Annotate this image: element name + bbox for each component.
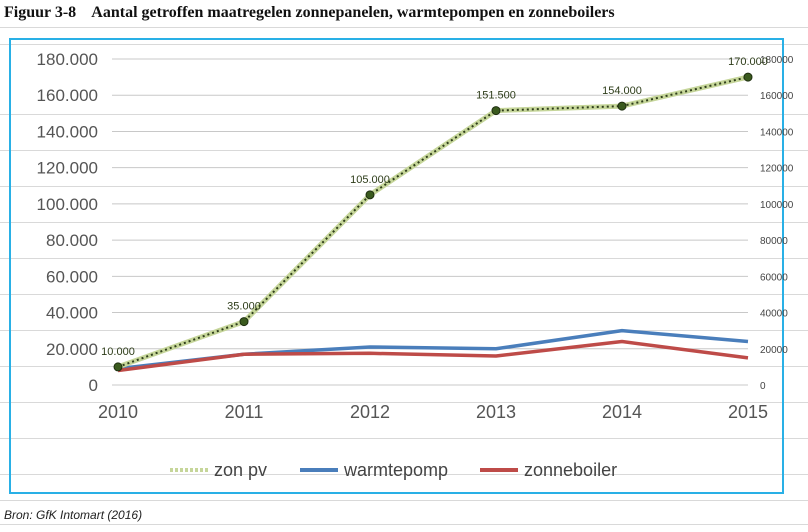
data-point-zon-pv [617,101,627,111]
page-rule-line [0,366,808,367]
y-tick-label-left: 140.000 [37,122,98,141]
data-label-zon-pv: 154.000 [602,85,642,97]
series-line-zonneboiler [117,339,749,373]
x-tick-label: 2013 [476,402,516,422]
x-tick-label: 2012 [350,402,390,422]
data-point-zon-pv [239,317,249,327]
x-tick-label: 2010 [98,402,138,422]
data-label-zon-pv: 105.000 [350,174,390,186]
page-rule-line [0,500,808,501]
legend-label: warmtepomp [343,460,448,480]
page-rule-line [0,330,808,331]
y-tick-label-right: 160000 [760,91,794,102]
page-rule-line [0,114,808,115]
page-rule-line [0,44,808,45]
figure-number: Figuur 3-8 [4,4,77,21]
series-line-warmtepomp [117,328,749,371]
y-tick-label-left: 80.000 [46,231,98,250]
y-tick-label-left: 160.000 [37,86,98,105]
y-tick-label-left: 120.000 [37,159,98,178]
data-label-zon-pv: 170.000 [728,56,768,68]
series-line-zon-pv-dots [117,76,749,368]
data-point-zon-pv [491,106,501,116]
y-tick-label-right: 120000 [760,164,794,175]
data-label-zon-pv: 35.000 [227,301,261,313]
y-axis-left: 0 20.000 40.000 60.000 80.000 100.000 120.000 1… [37,50,98,395]
data-label-zon-pv: 151.500 [476,90,516,102]
y-tick-label-left: 60.000 [46,267,98,286]
series-lines [113,72,753,373]
y-tick-label-right: 140000 [760,127,794,138]
x-tick-label: 2014 [602,402,642,422]
x-tick-label: 2011 [225,402,264,422]
x-tick-label: 2015 [728,402,768,422]
page-rule-line [0,258,808,259]
y-tick-label-left: 0 [89,376,98,395]
source-note: Bron: GfK Intomart (2016) [4,508,143,522]
y-tick-label-right: 0 [760,381,766,392]
legend: zon pv warmtepomp zonneboiler [170,460,617,480]
y-tick-label-left: 180.000 [37,50,98,69]
y-tick-label-left: 20.000 [46,340,98,359]
legend-label: zonneboiler [524,460,617,480]
data-labels: 10.000 35.000 105.000 151.500 154.000 170.000 [101,56,768,358]
data-point-zon-pv [113,362,123,372]
page-rule-line [0,294,808,295]
y-axis-right: 0 20000 40000 60000 80000 100000 120000 140000 1… [760,55,794,392]
y-tick-label-left: 100.000 [37,195,98,214]
series-line-zon-pv [117,74,749,370]
data-label-zon-pv: 10.000 [101,346,135,358]
y-tick-label-right: 40000 [760,309,788,320]
data-point-zon-pv [365,190,375,200]
page-rule-line [0,524,808,525]
figure-title: Figuur 3-8 Aantal getroffen maatregelen … [4,4,615,22]
page-rule-line [0,222,808,223]
x-axis: 2010 2011 2012 2013 2014 2015 [98,402,768,422]
chart-frame [9,38,784,494]
y-tick-label-right: 80000 [760,236,788,247]
page-rule-line [0,438,808,439]
y-tick-label-right: 180000 [760,55,794,66]
y-tick-label-right: 100000 [760,200,794,211]
y-tick-label-right: 60000 [760,272,788,283]
legend-label: zon pv [214,460,267,480]
y-tick-label-left: 40.000 [46,304,98,323]
y-tick-label-right: 20000 [760,345,788,356]
page-rule-line [0,150,808,151]
page-rule-line [0,186,808,187]
page-rule-line [0,402,808,403]
figure-title-text: Aantal getroffen maatregelen zonnepanele… [91,4,615,21]
page-rule-line [0,474,808,475]
data-point-zon-pv [743,72,753,82]
page-rule-line [0,27,808,28]
